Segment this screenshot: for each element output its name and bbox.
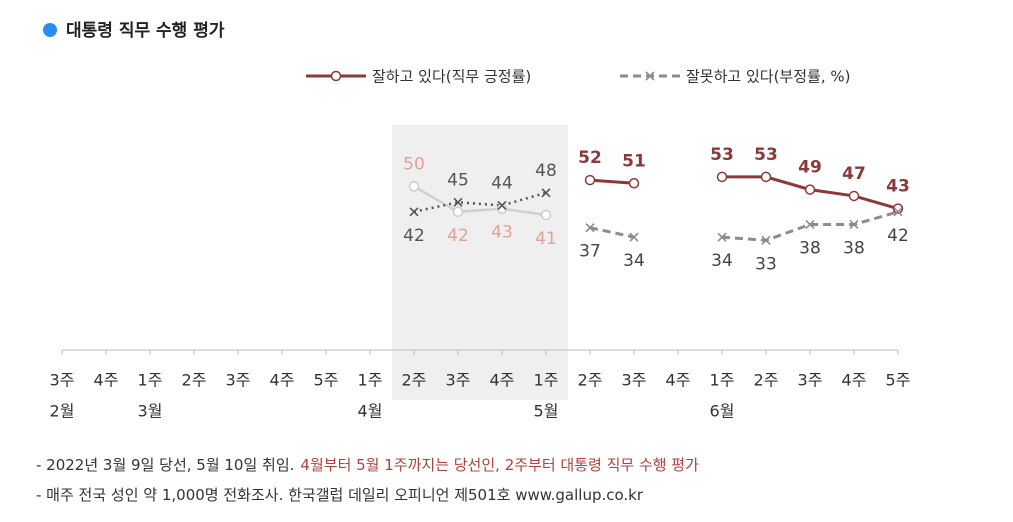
legend-label: 잘못하고 있다(부정률, %) [686, 68, 850, 86]
data-point [893, 207, 903, 217]
x-tick-label: 4주 [490, 371, 515, 390]
value-label: 50 [403, 154, 425, 174]
value-label: 33 [755, 254, 777, 274]
footnote: - 매주 전국 성인 약 1,000명 전화조사. 한국갤럽 데일리 오피니언 … [36, 486, 644, 504]
value-label: 42 [447, 226, 469, 246]
title-bullet [43, 23, 57, 37]
value-label: 42 [887, 226, 909, 246]
series-line [589, 178, 635, 185]
value-label: 47 [842, 164, 866, 184]
legend-marker [330, 70, 342, 82]
data-point [805, 219, 815, 230]
data-point [849, 219, 859, 230]
data-point [584, 174, 596, 186]
data-point [628, 178, 640, 189]
value-label: 53 [754, 145, 778, 165]
data-point [716, 171, 728, 183]
data-point [453, 197, 463, 207]
month-label: 4월 [358, 402, 383, 421]
data-point [629, 232, 639, 242]
value-label: 38 [843, 238, 865, 258]
data-point [540, 209, 552, 221]
data-point [452, 206, 464, 218]
month-label: 2월 [50, 402, 75, 421]
value-label: 37 [579, 242, 601, 262]
series-line [589, 226, 635, 239]
value-label: 51 [622, 151, 646, 171]
legend-label: 잘하고 있다(직무 긍정률) [372, 68, 531, 86]
x-tick-label: 1주 [534, 371, 559, 390]
x-tick-label: 1주 [138, 371, 163, 390]
x-tick-label: 5주 [314, 371, 339, 390]
x-tick-label: 2주 [754, 371, 779, 390]
value-label: 44 [491, 173, 513, 193]
value-label: 34 [711, 251, 733, 271]
x-tick-label: 1주 [358, 371, 383, 390]
value-label: 53 [710, 145, 734, 165]
x-tick-label: 5주 [886, 371, 911, 390]
value-label: 48 [535, 161, 557, 181]
x-tick-label: 3주 [798, 371, 823, 390]
footnote-text: - 매주 전국 성인 약 1,000명 전화조사. 한국갤럽 데일리 오피니언 … [36, 486, 644, 504]
x-tick-label: 4주 [666, 371, 691, 390]
data-point [497, 200, 507, 211]
data-point [408, 181, 420, 192]
x-tick-label: 2주 [578, 371, 603, 390]
value-label: 41 [535, 229, 557, 249]
x-tick-label: 4주 [270, 371, 295, 390]
data-point [760, 171, 772, 183]
month-label: 3월 [138, 402, 163, 421]
data-point [496, 203, 508, 214]
x-tick-label: 4주 [842, 371, 867, 390]
x-tick-label: 3주 [446, 371, 471, 390]
data-point [409, 207, 419, 217]
value-label: 34 [623, 251, 645, 271]
legend-marker [645, 71, 655, 81]
value-label: 38 [799, 238, 821, 258]
data-point [892, 203, 904, 214]
data-point [848, 190, 860, 202]
value-label: 45 [447, 170, 469, 190]
data-point [585, 223, 595, 233]
footnote-highlight: 4월부터 5월 1주까지는 당선인, 2주부터 대통령 직무 수행 평가 [300, 456, 699, 474]
data-point [541, 188, 551, 198]
value-label: 43 [491, 223, 513, 243]
data-point [717, 232, 727, 242]
x-tick-label: 3주 [50, 371, 75, 390]
footnote-text: - 2022년 3월 9일 당선, 5월 10일 취임. [36, 456, 294, 474]
data-point [761, 235, 771, 245]
value-label: 52 [578, 148, 602, 168]
x-tick-label: 2주 [402, 371, 427, 390]
value-label: 43 [886, 177, 910, 197]
value-label: 49 [798, 158, 822, 178]
shade-region [392, 125, 568, 400]
series-line [721, 210, 899, 242]
x-tick-label: 1주 [710, 371, 735, 390]
x-tick-label: 2주 [182, 371, 207, 390]
value-label: 42 [403, 226, 425, 246]
data-point [804, 184, 816, 195]
series-line [413, 191, 547, 214]
series-line [413, 185, 547, 217]
month-label: 6월 [710, 402, 735, 421]
x-tick-label: 4주 [94, 371, 119, 390]
footnote: - 2022년 3월 9일 당선, 5월 10일 취임. 4월부터 5월 1주까지… [36, 456, 699, 474]
month-label: 5월 [534, 402, 559, 421]
x-tick-label: 3주 [226, 371, 251, 390]
chart-title: 대통령 직무 수행 평가 [66, 20, 225, 41]
x-tick-label: 3주 [622, 371, 647, 390]
